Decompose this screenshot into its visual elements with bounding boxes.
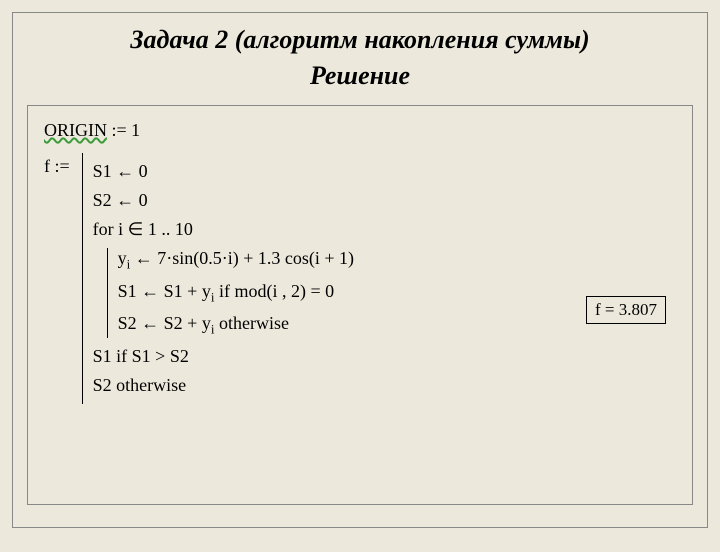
result-box: f = 3.807: [586, 296, 666, 324]
line-yi: yi ← 7·sin(0.5·i) + 1.3 cos(i + 1): [118, 248, 354, 273]
text: ← 7·sin(0.5·i) + 1.3 cos(i + 1): [130, 248, 354, 268]
slide-subtitle: Решение: [27, 61, 693, 91]
outer-block: S1 ← 0 S2 ← 0 for i ∈ 1 .. 10 yi ← 7·sin…: [82, 153, 354, 404]
text: S1 ← S1 + y: [118, 281, 211, 301]
text: if mod(i , 2) = 0: [214, 281, 334, 301]
slide-frame: Задача 2 (алгоритм накопления суммы) Реш…: [12, 12, 708, 528]
code-box: ORIGIN := 1 f := S1 ← 0 S2 ← 0 for i ∈ 1…: [27, 105, 693, 505]
origin-line: ORIGIN := 1: [44, 120, 676, 141]
function-def: f := S1 ← 0 S2 ← 0 for i ∈ 1 .. 10 yi ← …: [44, 153, 676, 404]
line-return-s2: S2 otherwise: [93, 375, 354, 396]
f-assign: f :=: [44, 153, 70, 177]
for-body: yi ← 7·sin(0.5·i) + 1.3 cos(i + 1) S1 ← …: [107, 248, 354, 338]
text: otherwise: [214, 313, 288, 333]
slide-title: Задача 2 (алгоритм накопления суммы): [27, 25, 693, 55]
origin-rest: := 1: [107, 120, 140, 140]
line-s2-init: S2 ← 0: [93, 190, 354, 211]
line-s2-acc: S2 ← S2 + yi otherwise: [118, 313, 354, 338]
line-for: for i ∈ 1 .. 10: [93, 219, 354, 240]
line-s1-init: S1 ← 0: [93, 161, 354, 182]
text: y: [118, 248, 127, 268]
origin-keyword: ORIGIN: [44, 120, 107, 140]
text: S2 ← S2 + y: [118, 313, 211, 333]
line-s1-acc: S1 ← S1 + yi if mod(i , 2) = 0: [118, 281, 354, 306]
line-return-s1: S1 if S1 > S2: [93, 346, 354, 367]
